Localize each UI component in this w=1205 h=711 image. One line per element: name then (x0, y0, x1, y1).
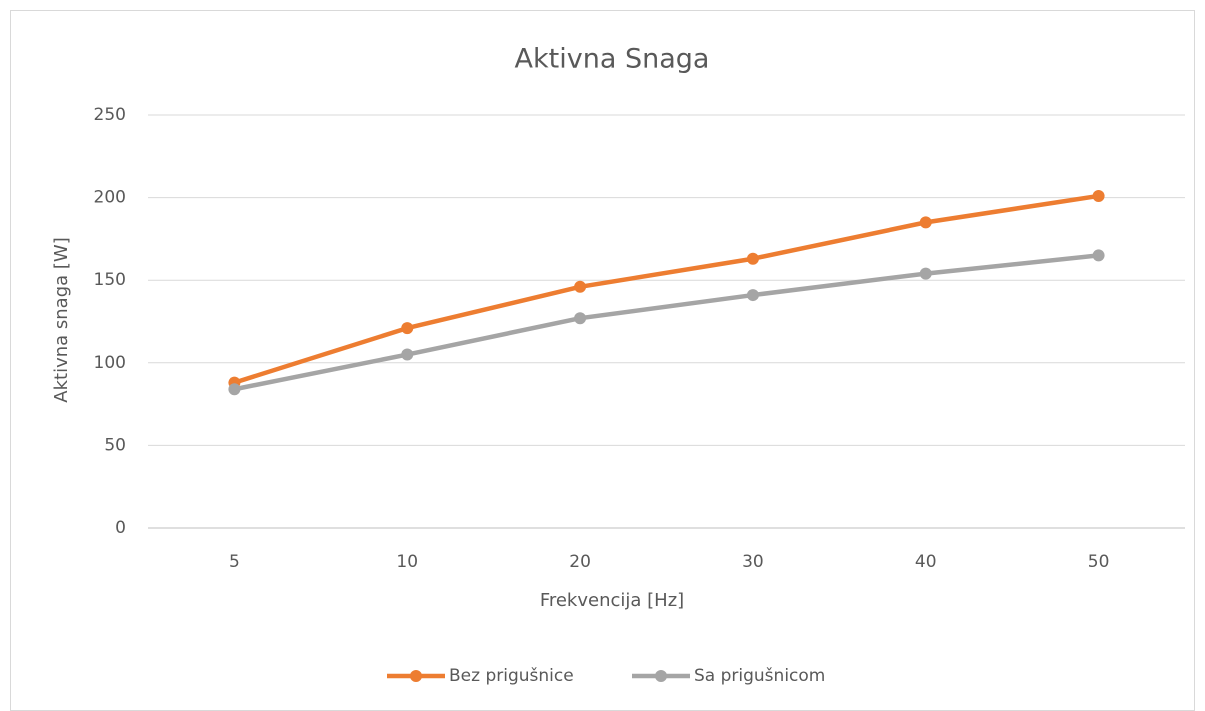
series-line (232, 253, 1101, 392)
legend-label: Sa prigušnicom (694, 666, 825, 686)
point (919, 267, 932, 280)
point (574, 280, 587, 293)
y-tick-label: 100 (94, 353, 126, 373)
point (401, 322, 414, 335)
x-tick-label: 30 (742, 552, 764, 572)
x-tick-label: 5 (229, 552, 240, 572)
y-tick-label: 50 (104, 435, 126, 455)
x-tick-label: 50 (1088, 552, 1110, 572)
y-axis-label: Aktivna snaga [W] (51, 237, 72, 402)
x-tick-label: 40 (915, 552, 937, 572)
y-tick-label: 250 (94, 105, 126, 125)
x-tick-label: 20 (569, 552, 591, 572)
legend-marker (655, 670, 667, 682)
point (401, 348, 414, 361)
point (1092, 249, 1105, 262)
point (919, 216, 932, 229)
y-tick-label: 0 (115, 518, 126, 538)
y-tick-label: 150 (94, 270, 126, 290)
x-axis-label: Frekvencija [Hz] (540, 590, 684, 611)
point (1092, 189, 1105, 202)
chart-title: Aktivna Snaga (515, 44, 710, 75)
series-line (232, 193, 1101, 385)
point (746, 252, 759, 265)
y-tick-label: 200 (94, 188, 126, 208)
point (228, 383, 241, 396)
legend-marker (410, 670, 422, 682)
x-tick-label: 10 (396, 552, 418, 572)
point (574, 312, 587, 325)
legend-label: Bez prigušnice (449, 666, 574, 686)
point (746, 289, 759, 302)
chart-frame (10, 10, 1195, 711)
